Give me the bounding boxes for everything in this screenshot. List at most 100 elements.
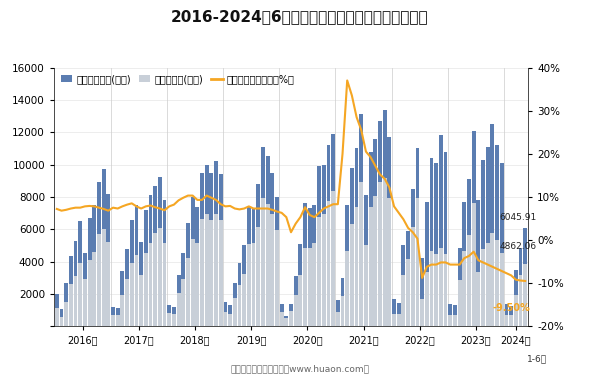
- Bar: [341, 296, 344, 326]
- Bar: [359, 114, 363, 326]
- Bar: [463, 251, 466, 326]
- Bar: [88, 218, 92, 326]
- Bar: [355, 148, 358, 326]
- Bar: [181, 279, 185, 326]
- Bar: [69, 256, 73, 326]
- Bar: [514, 270, 518, 326]
- Bar: [523, 264, 527, 326]
- Bar: [505, 304, 508, 326]
- Bar: [364, 244, 368, 326]
- Bar: [83, 254, 87, 326]
- Bar: [505, 315, 508, 326]
- Bar: [158, 228, 162, 326]
- Bar: [411, 189, 415, 326]
- Bar: [434, 254, 438, 326]
- Bar: [322, 214, 326, 326]
- Bar: [163, 200, 166, 326]
- Bar: [261, 198, 265, 326]
- Bar: [523, 228, 527, 326]
- Bar: [500, 163, 503, 326]
- Bar: [486, 147, 490, 326]
- Bar: [481, 249, 485, 326]
- Bar: [55, 309, 59, 326]
- Bar: [172, 314, 176, 326]
- Bar: [228, 305, 232, 326]
- Bar: [233, 283, 237, 326]
- Bar: [125, 279, 129, 326]
- Bar: [214, 161, 218, 326]
- Bar: [425, 202, 429, 326]
- Bar: [196, 243, 199, 326]
- Bar: [102, 229, 106, 326]
- Bar: [486, 243, 490, 326]
- Bar: [326, 201, 331, 326]
- Bar: [88, 260, 92, 326]
- Bar: [373, 196, 377, 326]
- Bar: [313, 205, 316, 326]
- Bar: [139, 242, 143, 326]
- Bar: [467, 179, 471, 326]
- Bar: [121, 295, 124, 326]
- Bar: [317, 166, 321, 326]
- Bar: [317, 217, 321, 326]
- Bar: [289, 311, 293, 326]
- Bar: [97, 234, 101, 326]
- Bar: [397, 314, 401, 326]
- Bar: [401, 275, 406, 326]
- Bar: [490, 233, 494, 326]
- Text: 2016-2024年6月江苏省房地产投资额及住宅投资额: 2016-2024年6月江苏省房地产投资额及住宅投资额: [171, 9, 429, 24]
- Bar: [149, 243, 152, 326]
- Bar: [490, 124, 494, 326]
- Bar: [369, 152, 373, 326]
- Bar: [439, 248, 443, 326]
- Bar: [303, 203, 307, 326]
- Bar: [158, 177, 162, 326]
- Bar: [416, 148, 419, 326]
- Bar: [144, 210, 148, 326]
- Bar: [458, 248, 461, 326]
- Bar: [134, 205, 139, 326]
- Bar: [247, 207, 251, 326]
- Bar: [453, 315, 457, 326]
- Bar: [420, 299, 424, 326]
- Bar: [443, 254, 448, 326]
- Bar: [336, 300, 340, 326]
- Bar: [256, 227, 260, 326]
- Bar: [214, 214, 218, 326]
- Bar: [406, 259, 410, 326]
- Bar: [392, 314, 396, 326]
- Bar: [97, 182, 101, 326]
- Bar: [130, 219, 134, 326]
- Text: -9.50%: -9.50%: [493, 303, 530, 312]
- Bar: [336, 312, 340, 326]
- Bar: [467, 235, 471, 326]
- Bar: [500, 253, 503, 326]
- Bar: [186, 258, 190, 326]
- Bar: [83, 279, 87, 326]
- Bar: [401, 245, 406, 326]
- Bar: [200, 219, 204, 326]
- Bar: [74, 240, 77, 326]
- Bar: [200, 172, 204, 326]
- Bar: [378, 121, 382, 326]
- Bar: [406, 231, 410, 326]
- Bar: [341, 278, 344, 326]
- Bar: [238, 285, 241, 326]
- Bar: [416, 198, 419, 326]
- Bar: [64, 302, 68, 326]
- Bar: [331, 134, 335, 326]
- Bar: [116, 309, 119, 326]
- Bar: [242, 274, 246, 326]
- Bar: [355, 207, 358, 326]
- Bar: [92, 252, 96, 326]
- Bar: [509, 306, 513, 326]
- Bar: [430, 158, 433, 326]
- Bar: [266, 204, 269, 326]
- Bar: [121, 271, 124, 326]
- Bar: [219, 174, 223, 326]
- Bar: [434, 163, 438, 326]
- Bar: [111, 315, 115, 326]
- Bar: [144, 253, 148, 326]
- Bar: [191, 239, 194, 326]
- Bar: [139, 274, 143, 326]
